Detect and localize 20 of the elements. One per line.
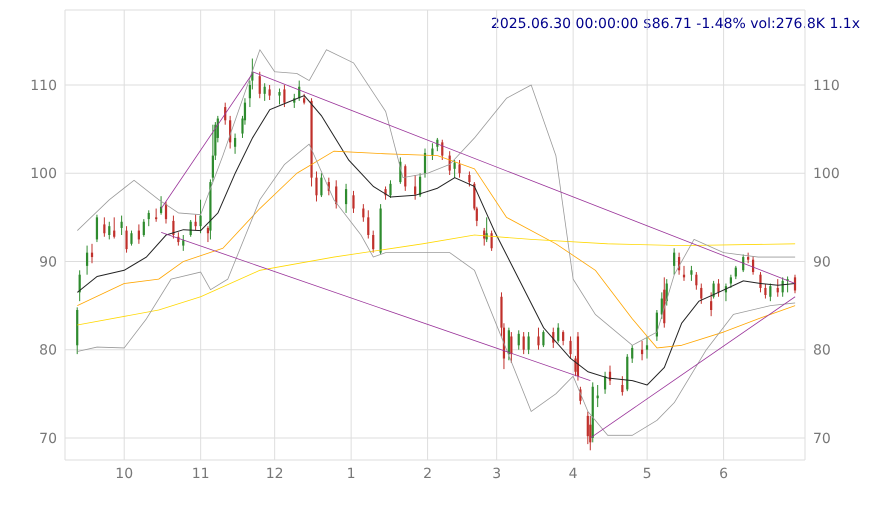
y-tick-label: 100: [30, 166, 57, 182]
y-tick-label: 90: [39, 254, 57, 270]
y2-tick-label: 100: [813, 166, 840, 182]
x-tick-label: 3: [492, 466, 502, 482]
x-tick-label: 12: [266, 466, 284, 482]
x-tick-label: 5: [642, 466, 652, 482]
x-tick-label: 2: [423, 466, 432, 482]
y2-tick-label: 80: [813, 342, 831, 359]
x-tick-label: 11: [192, 466, 210, 482]
y2-tick-label: 110: [813, 78, 840, 94]
x-tick-label: 6: [719, 466, 728, 482]
y-tick-label: 80: [39, 342, 57, 359]
y-tick-label: 110: [30, 78, 57, 94]
y2-tick-label: 90: [813, 254, 831, 270]
y-tick-label: 70: [39, 430, 57, 447]
x-tick-label: 10: [115, 466, 134, 482]
chart-title: 2025.06.30 00:00:00 $86.71 -1.48% vol:276.8K 1.1x: [490, 16, 860, 32]
x-tick-label: 1: [346, 466, 356, 482]
x-tick-label: 4: [568, 466, 578, 482]
y2-tick-label: 70: [813, 430, 831, 447]
